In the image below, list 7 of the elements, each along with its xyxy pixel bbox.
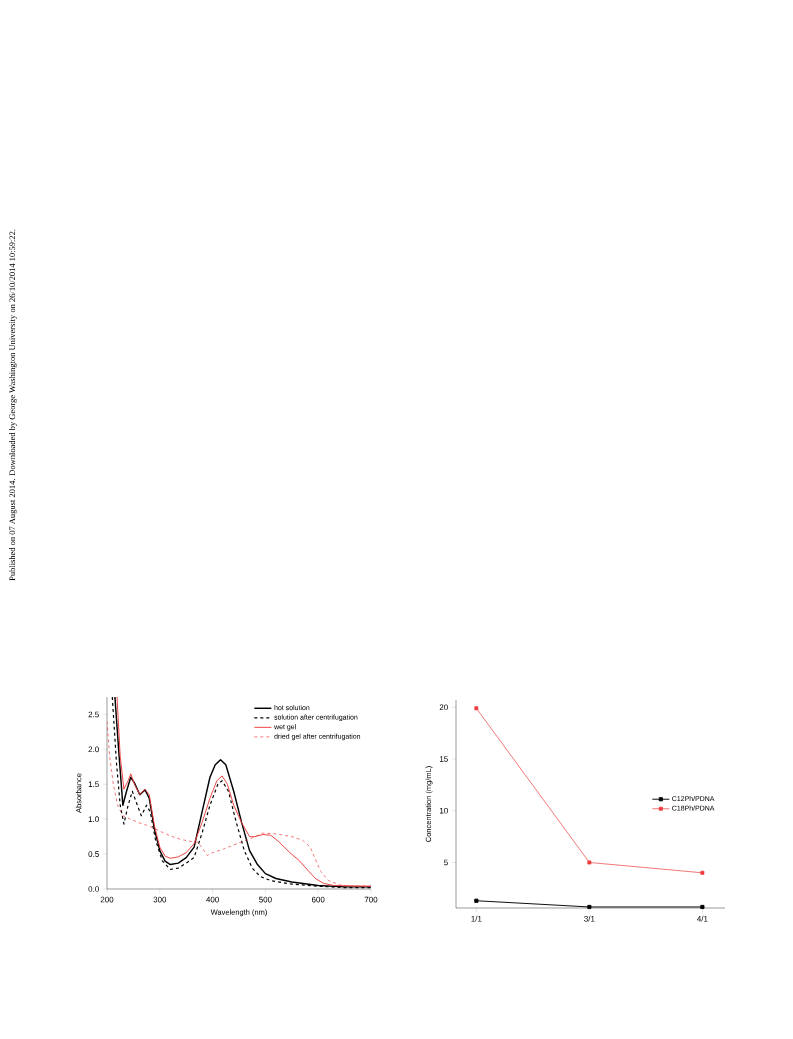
point	[474, 706, 479, 711]
point	[700, 904, 705, 910]
point	[474, 898, 479, 903]
point	[587, 904, 592, 910]
text: Published on 07 August 2014. Downloaded by George Washington University on 26/10/2014 10:59:22.	[9, 229, 17, 581]
point	[587, 860, 592, 865]
point	[700, 870, 705, 875]
